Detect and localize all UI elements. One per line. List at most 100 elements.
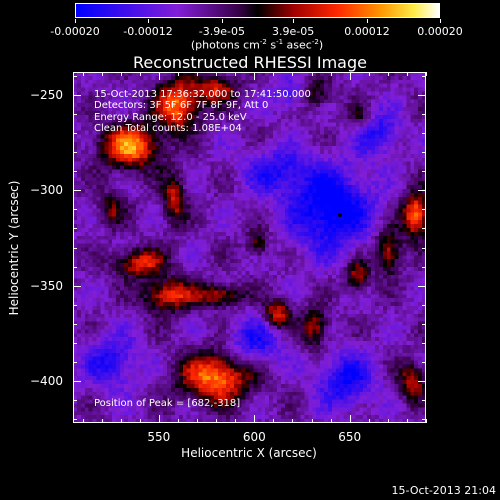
y-tick-label: −400 bbox=[30, 374, 63, 389]
y-minor-tick bbox=[73, 133, 77, 135]
y-tick-label: −350 bbox=[30, 278, 63, 293]
y-minor-tick bbox=[422, 133, 426, 135]
y-minor-tick bbox=[422, 247, 426, 249]
x-minor-tick bbox=[177, 72, 179, 76]
colorbar-tick bbox=[148, 19, 149, 23]
y-minor-tick bbox=[422, 400, 426, 402]
y-minor-tick bbox=[422, 419, 426, 421]
y-minor-tick bbox=[422, 171, 426, 173]
y-minor-tick bbox=[422, 228, 426, 230]
y-minor-tick bbox=[73, 361, 77, 363]
x-minor-tick bbox=[406, 72, 408, 76]
colorbar-tick-label: 0.00020 bbox=[417, 25, 463, 38]
x-axis-label: Heliocentric X (arcsec) bbox=[181, 446, 317, 460]
y-minor-tick bbox=[73, 266, 77, 268]
x-minor-tick bbox=[139, 72, 141, 76]
colorbar-gradient bbox=[75, 3, 440, 18]
y-minor-tick bbox=[422, 304, 426, 306]
y-minor-tick bbox=[73, 419, 77, 421]
colorbar-tick bbox=[367, 19, 368, 23]
y-tick-label: −250 bbox=[30, 87, 63, 102]
y-minor-tick bbox=[73, 171, 77, 173]
x-minor-tick bbox=[197, 72, 199, 76]
x-minor-tick bbox=[368, 72, 370, 76]
x-minor-tick bbox=[216, 419, 218, 423]
footer-timestamp: 15-Oct-2013 21:04 bbox=[391, 484, 496, 497]
x-minor-tick bbox=[387, 72, 389, 76]
x-minor-tick bbox=[273, 419, 275, 423]
x-minor-tick bbox=[406, 419, 408, 423]
y-minor-tick bbox=[73, 75, 77, 77]
x-minor-tick bbox=[311, 72, 313, 76]
x-minor-tick bbox=[311, 419, 313, 423]
y-tick-mark bbox=[418, 285, 426, 287]
x-minor-tick bbox=[292, 419, 294, 423]
x-minor-tick bbox=[82, 419, 84, 423]
chart-title: Reconstructed RHESSI Image bbox=[133, 53, 367, 72]
x-minor-tick bbox=[197, 419, 199, 423]
x-minor-tick bbox=[139, 419, 141, 423]
x-minor-tick bbox=[387, 419, 389, 423]
y-axis-label: Heliocentric Y (arcsec) bbox=[7, 180, 21, 316]
y-minor-tick bbox=[422, 152, 426, 154]
x-tick-mark bbox=[254, 72, 256, 80]
x-tick-mark bbox=[349, 72, 351, 80]
y-minor-tick bbox=[73, 247, 77, 249]
info-peak-position: Position of Peak = [682,-318] bbox=[94, 398, 241, 409]
x-minor-tick bbox=[330, 72, 332, 76]
x-tick-mark bbox=[158, 415, 160, 423]
y-minor-tick bbox=[73, 323, 77, 325]
x-minor-tick bbox=[235, 419, 237, 423]
x-minor-tick bbox=[235, 72, 237, 76]
y-tick-label: −300 bbox=[30, 183, 63, 198]
colorbar-tick bbox=[293, 19, 295, 23]
x-tick-mark bbox=[349, 415, 351, 423]
y-minor-tick bbox=[73, 209, 77, 211]
colorbar-tick-label: -0.00012 bbox=[123, 25, 173, 38]
x-tick-mark bbox=[254, 415, 256, 423]
x-minor-tick bbox=[216, 72, 218, 76]
y-minor-tick bbox=[422, 75, 426, 77]
y-tick-mark bbox=[418, 381, 426, 383]
x-minor-tick bbox=[292, 72, 294, 76]
colorbar-tick-label: -0.00020 bbox=[50, 25, 100, 38]
x-minor-tick bbox=[120, 72, 122, 76]
x-tick-label: 650 bbox=[338, 430, 362, 444]
y-minor-tick bbox=[422, 342, 426, 344]
y-minor-tick bbox=[422, 323, 426, 325]
y-minor-tick bbox=[422, 361, 426, 363]
info-time-range: 15-Oct-2013 17:36:32.000 to 17:41:50.000 bbox=[94, 89, 311, 100]
y-minor-tick bbox=[73, 152, 77, 154]
colorbar-tick bbox=[221, 19, 223, 23]
x-tick-mark bbox=[158, 72, 160, 80]
x-tick-label: 600 bbox=[242, 430, 266, 444]
y-minor-tick bbox=[73, 400, 77, 402]
info-detectors: Detectors: 3F 5F 6F 7F 8F 9F, Att 0 bbox=[94, 100, 269, 111]
peak-marker bbox=[338, 213, 343, 218]
colorbar-tick bbox=[75, 19, 76, 23]
x-minor-tick bbox=[82, 72, 84, 76]
y-minor-tick bbox=[73, 304, 77, 306]
colorbar-tick-label: 0.00012 bbox=[344, 25, 390, 38]
heatmap-canvas bbox=[73, 72, 426, 423]
info-clean-counts: Clean Total counts: 1.08E+04 bbox=[94, 123, 242, 134]
y-tick-mark bbox=[73, 381, 81, 383]
y-minor-tick bbox=[422, 266, 426, 268]
x-minor-tick bbox=[273, 72, 275, 76]
y-minor-tick bbox=[73, 228, 77, 230]
y-minor-tick bbox=[73, 113, 77, 115]
colorbar-tick bbox=[440, 19, 441, 23]
y-tick-mark bbox=[418, 94, 426, 96]
x-minor-tick bbox=[101, 72, 103, 76]
y-tick-mark bbox=[73, 285, 81, 287]
x-minor-tick bbox=[101, 419, 103, 423]
x-minor-tick bbox=[120, 419, 122, 423]
x-minor-tick bbox=[177, 419, 179, 423]
y-tick-mark bbox=[73, 94, 81, 96]
y-tick-mark bbox=[73, 190, 81, 192]
y-minor-tick bbox=[73, 342, 77, 344]
colorbar-units: (photons cm-2 s-1 asec-2) bbox=[190, 38, 324, 52]
heatmap-image bbox=[73, 72, 426, 423]
x-minor-tick bbox=[426, 419, 427, 423]
x-minor-tick bbox=[330, 419, 332, 423]
